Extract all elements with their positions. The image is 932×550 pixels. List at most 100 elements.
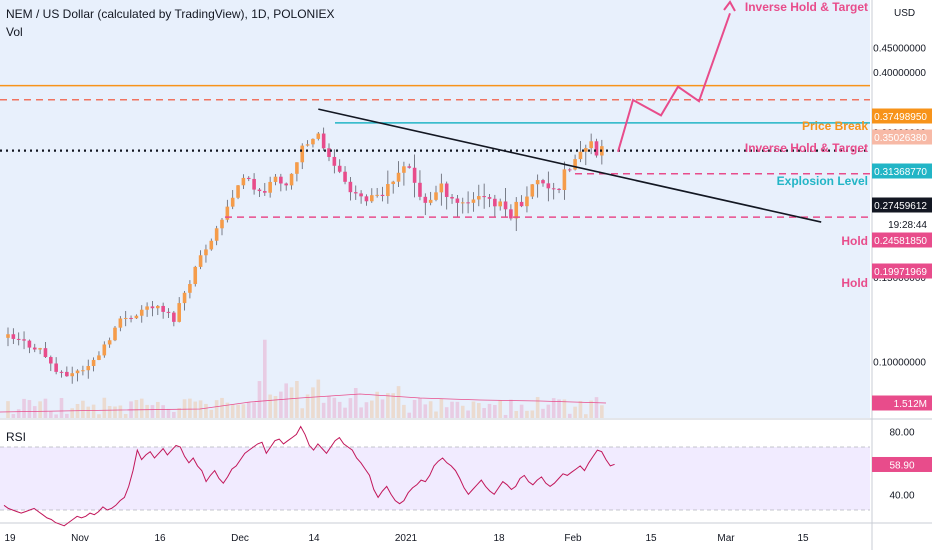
candle-body (263, 191, 267, 193)
candle-body (589, 141, 593, 149)
volume-bar (530, 410, 535, 418)
target-path (617, 12, 731, 153)
candle-body (32, 347, 37, 350)
rsi-tick-label: 80.00 (889, 427, 914, 438)
candle-body (59, 371, 64, 373)
volume-bar (81, 400, 85, 418)
candle-body (193, 266, 198, 285)
candle-body (337, 165, 342, 172)
volume-bar (348, 398, 353, 418)
candle-body (450, 196, 454, 199)
volume-bar (380, 399, 385, 418)
volume-bar (482, 408, 486, 418)
price-label-box (872, 232, 932, 248)
candle-body (6, 334, 10, 338)
chart-title: NEM / US Dollar (calculated by TradingVi… (6, 7, 335, 21)
candle-body (434, 192, 438, 200)
volume-bar (503, 414, 508, 418)
volume-bar (359, 407, 363, 418)
volume-bar (161, 405, 165, 418)
volume-ma-line (0, 393, 607, 413)
volume-bar (91, 404, 96, 418)
price-label-value: 0.35026380 (874, 133, 927, 144)
candle-body (97, 355, 101, 360)
volume-bar (139, 398, 144, 418)
candle-body (220, 219, 224, 229)
candle-body (471, 199, 476, 203)
volume-bar (150, 405, 155, 418)
time-tick-label: 2021 (395, 533, 418, 544)
volume-bar (396, 386, 401, 418)
candle-body (177, 303, 181, 322)
annotation-label: Hold (841, 276, 868, 290)
volume-bar (102, 397, 107, 418)
volume-bar (289, 387, 294, 418)
candle-body (498, 201, 502, 207)
candle-body (407, 166, 412, 168)
candle-body (156, 305, 160, 309)
volume-bar (220, 397, 224, 418)
candle-body (311, 138, 315, 145)
volume-bar (535, 397, 540, 418)
volume-bar (428, 401, 433, 418)
volume-bar (284, 383, 288, 418)
volume-label: Vol (6, 25, 23, 39)
time-tick-label: 15 (797, 533, 809, 544)
volume-bar (145, 404, 149, 418)
rsi-band (0, 447, 870, 510)
volume-bar (70, 408, 74, 418)
volume-bar (241, 404, 246, 418)
candle-body (54, 363, 58, 372)
candle-body (444, 183, 449, 197)
volume-bar (177, 408, 181, 418)
annotation-label: Inverse Hold & Target (745, 141, 868, 155)
candle-body (519, 201, 524, 207)
candle-body (557, 188, 561, 190)
price-label-value: 0.19971969 (874, 267, 927, 278)
volume-bar (156, 401, 160, 418)
candle-body (316, 133, 321, 139)
volume-bar (16, 409, 21, 418)
candle-body (482, 196, 486, 198)
volume-bar (578, 400, 583, 418)
volume-bar (600, 405, 604, 418)
candle-body (428, 199, 433, 203)
candle-body (477, 196, 481, 200)
volume-bar (471, 401, 476, 418)
volume-bar (273, 395, 278, 418)
candle-body (139, 309, 144, 316)
candle-body (466, 202, 470, 204)
candle-body (284, 183, 288, 186)
candle-body (514, 201, 519, 219)
candle-body (102, 344, 107, 356)
candle-body (295, 162, 299, 174)
candle-body (22, 339, 26, 341)
volume-bar (525, 410, 529, 418)
price-tick-label: 0.45000000 (873, 44, 926, 55)
candle-body (182, 292, 187, 304)
volume-bar (65, 413, 69, 418)
volume-bar (38, 401, 42, 418)
time-tick-label: 18 (493, 533, 505, 544)
volume-bar (263, 339, 267, 418)
candle-body (503, 201, 508, 210)
candle-body (321, 133, 326, 149)
price-tick-label: 0.10000000 (873, 358, 926, 369)
volume-bar (584, 414, 588, 418)
candle-body (257, 189, 262, 192)
volume-bar (86, 406, 91, 418)
candle-body (525, 196, 529, 207)
candle-body (396, 172, 401, 182)
volume-bar (439, 398, 444, 418)
candle-body (123, 317, 128, 319)
trendline (318, 108, 822, 223)
volume-bar (594, 397, 599, 418)
candle-body (353, 192, 358, 194)
candle-body (70, 373, 74, 377)
candle-body (204, 249, 208, 256)
volume-bar (509, 399, 513, 418)
candle-body (359, 193, 363, 197)
candle-body (230, 197, 235, 207)
candle-body (236, 185, 240, 198)
